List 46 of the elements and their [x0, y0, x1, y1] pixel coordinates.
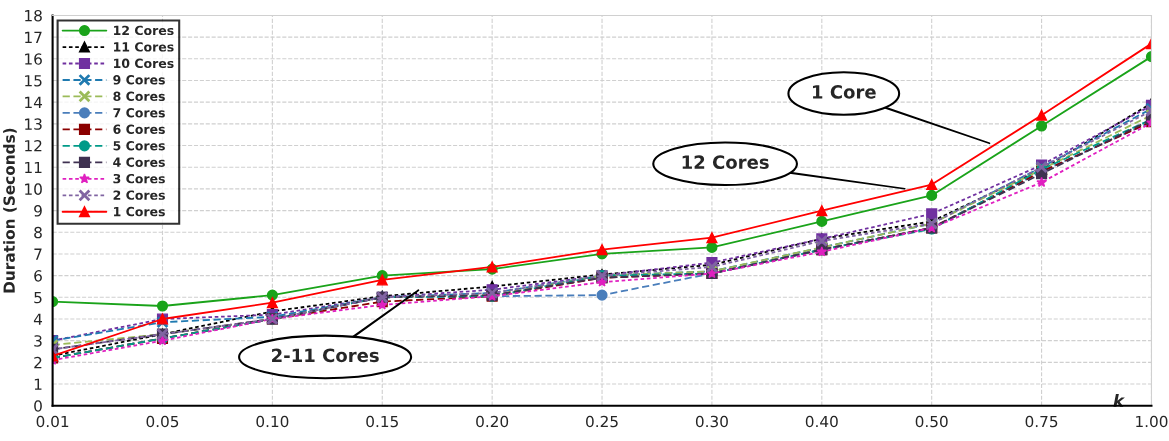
annotation: 1 Core	[812, 85, 876, 99]
x-tick-label: 0.20	[476, 415, 509, 428]
legend-label: 4 Cores	[113, 157, 165, 167]
x-tick-label: 0.75	[1025, 415, 1058, 428]
legend-label: 3 Cores	[113, 173, 165, 184]
y-tick-label: 15	[25, 75, 42, 87]
x-tick-label: 0.40	[805, 415, 838, 428]
y-tick-label: 3	[34, 335, 42, 347]
legend-label: 10 Cores	[114, 58, 174, 69]
y-tick-label: 5	[34, 291, 42, 304]
y-tick-label: 9	[34, 205, 42, 217]
legend-label: 7 Cores	[113, 108, 165, 118]
y-tick-label: 0	[34, 400, 42, 412]
y-tick-label: 16	[25, 53, 42, 65]
legend-label: 9 Cores	[113, 75, 165, 85]
x-tick-label: 0.01	[36, 415, 69, 428]
annotation: 2-11 Cores	[272, 348, 379, 363]
x-tick-label: 0.15	[366, 415, 398, 428]
x-tick-label: 0.30	[695, 415, 728, 428]
y-tick-label: 7	[34, 248, 42, 260]
y-tick-label: 13	[25, 118, 42, 130]
legend-label: 8 Cores	[113, 91, 165, 101]
y-tick-label: 6	[34, 270, 42, 282]
legend-label: 6 Cores	[113, 124, 165, 134]
annotation: 12 Cores	[682, 155, 769, 169]
y-tick-label: 1	[34, 378, 42, 390]
y-tick-label: 4	[33, 313, 43, 325]
y-tick-label: 17	[25, 31, 42, 43]
y-tick-label: 8	[34, 226, 42, 239]
y-tick-label: 12	[25, 140, 42, 152]
x-tick-label: 0.50	[915, 415, 948, 428]
y-axis-title: Duration (Seconds)	[3, 128, 17, 293]
x-tick-label: 0.25	[586, 415, 618, 428]
legend-label: 2 Cores	[113, 190, 165, 200]
y-tick-label: 18	[25, 9, 42, 22]
y-tick-label: 10	[25, 183, 42, 195]
x-tick-label: 0.05	[146, 415, 179, 428]
x-tick-label: 1.00	[1136, 415, 1168, 428]
legend-label: 5 Cores	[113, 140, 165, 151]
y-tick-label: 2	[34, 356, 42, 369]
x-tick-label: 0.10	[256, 415, 289, 428]
legend-label: 11 Cores	[114, 42, 174, 52]
y-tick-label: 14	[25, 96, 43, 108]
y-tick-label: 11	[25, 161, 42, 174]
legend-label: 12 Cores	[114, 25, 174, 36]
legend-label: 1 Cores	[114, 206, 165, 217]
